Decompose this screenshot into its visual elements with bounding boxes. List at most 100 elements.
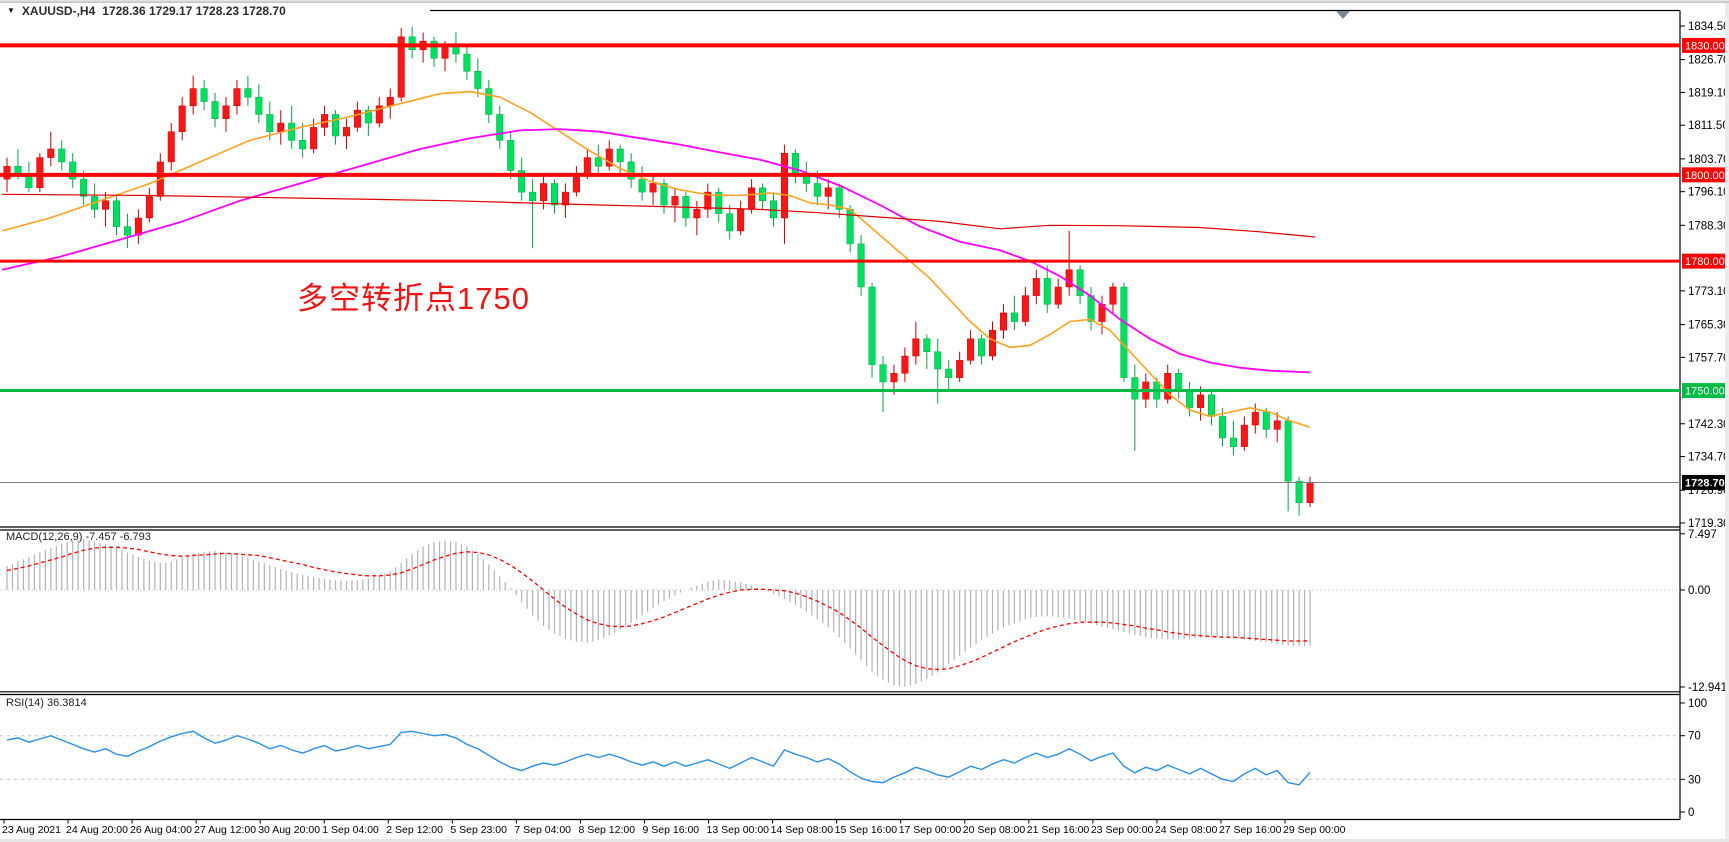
candle-body [748,187,756,210]
candle-body [737,209,745,232]
candle-body [342,127,350,137]
candle-body [1010,312,1018,322]
candle-body [1186,390,1194,409]
x-axis-label: 29 Sep 00:00 [1283,824,1346,836]
candle-body [332,114,339,137]
rsi-axis-label: 0 [1688,807,1694,819]
candle-body [770,200,777,219]
rsi-indicator-label: RSI(14) 36.3814 [6,697,87,709]
price-badge-label: 1830.00 [1685,40,1725,52]
candle-body [715,191,723,214]
candle-body [529,191,537,201]
price-axis-label: 1773.10 [1688,286,1729,298]
price-axis-label: 1834.50 [1688,21,1729,33]
candle-body [397,36,405,98]
candle-body [594,157,602,167]
ohlc-quote-values: 1728.36 1729.17 1728.23 1728.70 [102,4,286,18]
candle-body [572,174,580,193]
ma-fast-orange [1,90,1311,428]
candle-body [660,183,668,206]
candle-body [561,191,569,206]
candle-body [835,187,843,210]
x-axis-label: 23 Aug 2021 [2,824,61,836]
x-axis-label: 2 Sep 12:00 [386,824,443,836]
candle-body [1273,420,1281,430]
price-axis-label: 1734.70 [1688,452,1729,464]
candle-body [145,196,153,219]
macd-panel: 7.497 0.00 -12.941 [6,529,1727,694]
candle-body [102,200,110,210]
x-axis-label: 20 Sep 08:00 [963,824,1026,836]
x-axis-label: 13 Sep 00:00 [707,824,770,836]
candle-body [310,127,318,150]
macd-axis-label: 7.497 [1688,529,1717,541]
candle-body [1295,480,1303,503]
candle-body [178,105,186,132]
candle-body [1284,420,1292,482]
candle-body [167,131,175,163]
x-axis-label: 15 Sep 16:00 [835,824,898,836]
candle-body [375,105,383,124]
window-chrome-top [0,0,1729,3]
price-badge-1830.00 [1682,37,1728,53]
candle-body [1109,286,1117,305]
candle-body [813,183,821,197]
x-axis-label: 24 Sep 08:00 [1155,824,1218,836]
candle-body [134,217,142,236]
candle-body [726,213,734,232]
candle-body [671,196,679,206]
candle-body [233,88,241,107]
candle-body [69,161,77,180]
candle-body [923,338,931,352]
price-axis[interactable]: 1834.50 1826.70 1819.10 1811.50 1803.70 1796.… [1680,21,1729,530]
price-badge-1800.00 [1682,167,1728,183]
price-axis-label: 1719.30 [1688,518,1729,530]
candle-body [704,191,712,210]
candle-body [386,96,394,107]
candle-body [890,373,898,383]
candle-body [353,109,361,128]
candle-body [616,148,624,163]
candle-body [1208,394,1215,417]
window-chrome-right [1725,3,1729,842]
rsi-axis-label: 30 [1688,774,1701,786]
chart-shift-marker-icon[interactable] [1336,11,1350,19]
candle-body [879,364,887,383]
x-axis-label: 21 Sep 16:00 [1027,824,1090,836]
candle-body [693,209,701,219]
time-axis[interactable]: 23 Aug 2021 24 Aug 20:00 26 Aug 04:00 27 Au… [2,819,1346,837]
candle-body [507,140,515,171]
candle-body [288,122,296,141]
candle-body [244,88,252,98]
candle-body [1229,437,1237,447]
symbol-dropdown-icon[interactable]: ▼ [7,5,15,15]
candle-body [80,178,88,197]
candle-body [901,355,909,374]
candle-body [1065,269,1073,288]
candle-body [1240,424,1248,447]
candle-body [430,40,438,59]
x-axis-label: 27 Aug 12:00 [194,824,256,836]
candle-body [266,114,274,132]
candle-body [1218,416,1226,439]
candle-body [1120,286,1128,378]
symbol-period-label: XAUUSD-,H4 [21,4,96,18]
candle-body [605,148,613,167]
candle-body [540,183,548,201]
chart-annotation-text: 多空转折点1750 [297,281,530,316]
x-axis-label: 23 Sep 00:00 [1091,824,1154,836]
candle-body [1262,411,1270,430]
x-axis-label: 27 Sep 16:00 [1219,824,1282,836]
horizontal-level-lines[interactable]: 1830.00 1800.00 1780.00 1750.00 [0,37,1728,399]
candle-body [58,148,66,163]
candle-body [967,338,975,361]
candle-body [956,360,964,378]
x-axis-label: 7 Sep 04:00 [514,824,571,836]
candle-body [857,243,865,288]
price-badge-1780.00 [1682,253,1728,269]
price-badge-label: 1780.00 [1685,256,1725,268]
candle-body [255,96,263,115]
candle-body [1197,394,1205,409]
